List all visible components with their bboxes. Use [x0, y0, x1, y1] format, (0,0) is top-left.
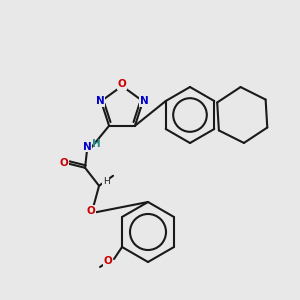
Text: O: O	[103, 256, 112, 266]
Text: O: O	[87, 206, 95, 216]
Text: H: H	[103, 177, 110, 186]
Text: H: H	[92, 139, 100, 149]
Text: O: O	[60, 158, 68, 168]
Text: N: N	[140, 96, 148, 106]
Text: O: O	[118, 79, 126, 89]
Text: N: N	[96, 96, 104, 106]
Text: N: N	[83, 142, 92, 152]
